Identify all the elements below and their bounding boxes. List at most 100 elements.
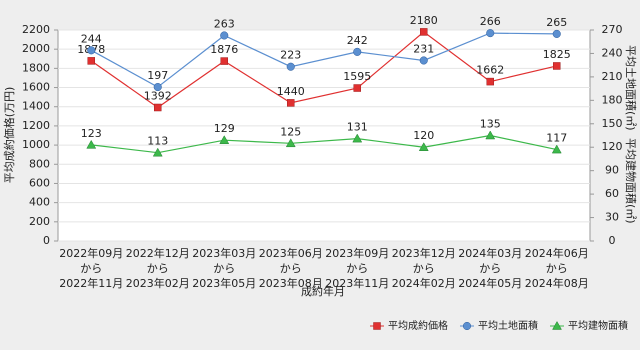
marker [553, 62, 561, 70]
data-label: 231 [413, 42, 434, 55]
y-tick-label: 1400 [22, 100, 50, 113]
y2-axis-label: 平均土地面積(㎡) [624, 45, 638, 131]
data-label: 135 [480, 118, 501, 131]
y2-tick-label: 60 [605, 187, 619, 200]
marker [285, 138, 296, 148]
x-tick-label: から [546, 262, 568, 275]
x-tick-label: 2022年09月 [59, 246, 123, 260]
data-label: 197 [147, 69, 168, 82]
x-tick-label: 2024年03月 [458, 246, 522, 260]
x-tick-label: 2024年06月 [525, 246, 589, 260]
y-tick-label: 200 [29, 215, 50, 228]
y2-tick-label: 180 [602, 93, 623, 106]
data-label: 1392 [144, 89, 172, 102]
marker [373, 322, 381, 330]
marker [87, 46, 96, 55]
y2-tick-label: 210 [602, 70, 623, 83]
x-tick-label: 2023年09月 [325, 246, 389, 260]
y2-tick-label: 120 [602, 140, 623, 153]
data-label: 263 [214, 17, 235, 30]
y-tick-label: 1200 [22, 119, 50, 132]
x-tick-label: 2023年05月 [192, 276, 256, 290]
marker [219, 135, 230, 144]
x-tick-label: 2023年08月 [259, 276, 323, 290]
y2-tick-label: 90 [605, 164, 619, 177]
y-tick-label: 2200 [22, 23, 50, 36]
x-tick-label: から [479, 262, 501, 275]
x-tick-label: から [147, 262, 169, 275]
data-label: 1825 [543, 48, 571, 61]
data-label: 131 [347, 121, 368, 134]
data-label: 125 [280, 125, 301, 138]
data-label: 117 [546, 132, 567, 145]
plot-area [57, 29, 591, 242]
x-tick-label: から [280, 262, 302, 275]
y-tick-label: 800 [29, 157, 50, 170]
data-label: 123 [81, 127, 102, 140]
marker [154, 103, 162, 112]
marker [86, 139, 97, 149]
marker [352, 133, 363, 143]
data-label: 120 [413, 129, 434, 142]
x-tick-label: 2024年08月 [525, 276, 589, 290]
series-line [90, 32, 557, 88]
data-label: 2180 [410, 14, 438, 27]
data-label: 1876 [210, 43, 238, 56]
x-tick-label: 2023年11月 [325, 276, 389, 290]
x-tick-label: 2023年12月 [392, 246, 456, 260]
marker [486, 77, 494, 86]
data-label: 129 [214, 122, 235, 135]
y-tick-label: 2000 [22, 42, 50, 55]
y2-tick-label: 150 [602, 117, 623, 130]
y-tick-label: 1000 [22, 138, 50, 151]
y-tick-label: 400 [29, 196, 50, 209]
x-axis-label: 成約年月 [301, 284, 345, 298]
legend-label: 平均成約価格 [388, 319, 448, 332]
data-label: 113 [147, 135, 168, 148]
y-tick-label: 0 [43, 234, 50, 247]
series-line [91, 134, 557, 154]
marker [420, 28, 428, 36]
y-tick-label: 1800 [22, 61, 50, 74]
y-tick-label: 600 [29, 176, 50, 189]
y2-tick-label: 270 [602, 23, 623, 36]
series-line [90, 31, 557, 109]
y2-tick-label: 240 [602, 46, 623, 59]
marker [153, 82, 162, 92]
marker [220, 57, 228, 65]
data-label: 1595 [343, 70, 371, 83]
marker [462, 321, 472, 331]
y2-tick-label: 30 [605, 211, 619, 224]
marker [152, 147, 163, 157]
x-tick-label: から [346, 262, 368, 275]
marker [353, 84, 361, 92]
data-label: 244 [81, 32, 102, 45]
marker [552, 320, 562, 330]
marker [485, 130, 496, 140]
x-tick-label: 2024年02月 [392, 276, 456, 290]
marker [418, 142, 429, 151]
x-tick-label: 2022年12月 [126, 246, 190, 260]
x-tick-label: から [413, 262, 435, 275]
legend-label: 平均建物面積 [568, 319, 628, 332]
marker [486, 29, 495, 38]
x-tick-label: 2023年03月 [192, 246, 256, 260]
marker [220, 31, 229, 40]
x-tick-label: から [80, 262, 102, 275]
marker [287, 99, 295, 107]
x-tick-label: 2022年11月 [59, 276, 123, 290]
data-label: 265 [546, 16, 567, 29]
data-label: 242 [347, 34, 368, 47]
marker [353, 47, 362, 56]
data-label: 1662 [476, 64, 504, 77]
data-label: 223 [280, 49, 301, 62]
x-tick-label: 2024年05月 [458, 276, 522, 290]
y2-tick-label: 0 [609, 234, 616, 247]
x-tick-label: から [213, 262, 235, 275]
marker [286, 62, 295, 71]
data-label: 1440 [277, 85, 305, 98]
legend-label: 平均土地面積 [478, 319, 538, 332]
y-axis-label: 平均成約価格(万円) [2, 87, 16, 184]
